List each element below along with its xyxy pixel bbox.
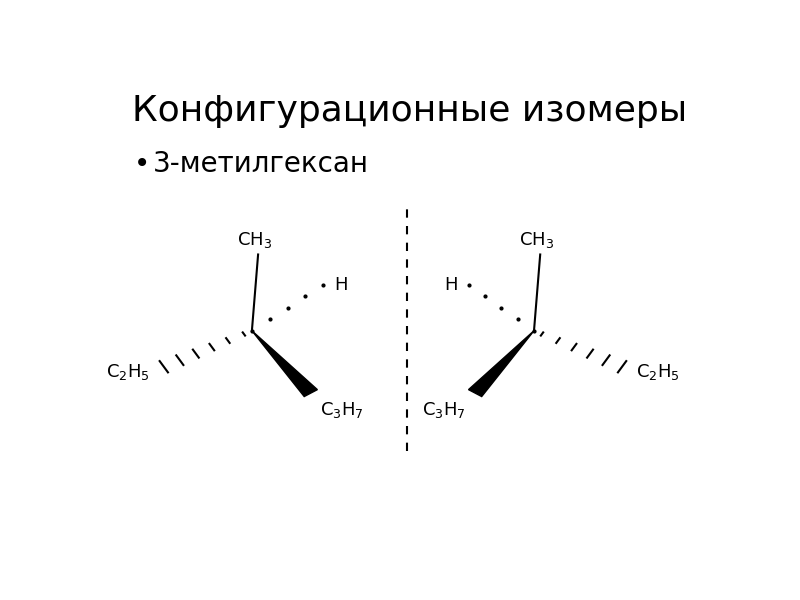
Polygon shape bbox=[469, 331, 534, 397]
Text: $\mathregular{CH_3}$: $\mathregular{CH_3}$ bbox=[519, 230, 554, 250]
Text: H: H bbox=[444, 275, 458, 293]
Text: $\mathregular{C_2H_5}$: $\mathregular{C_2H_5}$ bbox=[636, 362, 680, 382]
Text: $\mathregular{C_3H_7}$: $\mathregular{C_3H_7}$ bbox=[422, 400, 466, 420]
Text: $\mathregular{CH_3}$: $\mathregular{CH_3}$ bbox=[238, 230, 273, 250]
Text: $\mathregular{C_3H_7}$: $\mathregular{C_3H_7}$ bbox=[320, 400, 364, 420]
Text: 3-метилгексан: 3-метилгексан bbox=[153, 151, 369, 178]
Text: H: H bbox=[334, 275, 348, 293]
Text: •: • bbox=[134, 151, 150, 178]
Text: $\mathregular{C_2H_5}$: $\mathregular{C_2H_5}$ bbox=[106, 362, 150, 382]
Text: Конфигурационные изомеры: Конфигурационные изомеры bbox=[132, 94, 688, 128]
Polygon shape bbox=[252, 331, 318, 397]
